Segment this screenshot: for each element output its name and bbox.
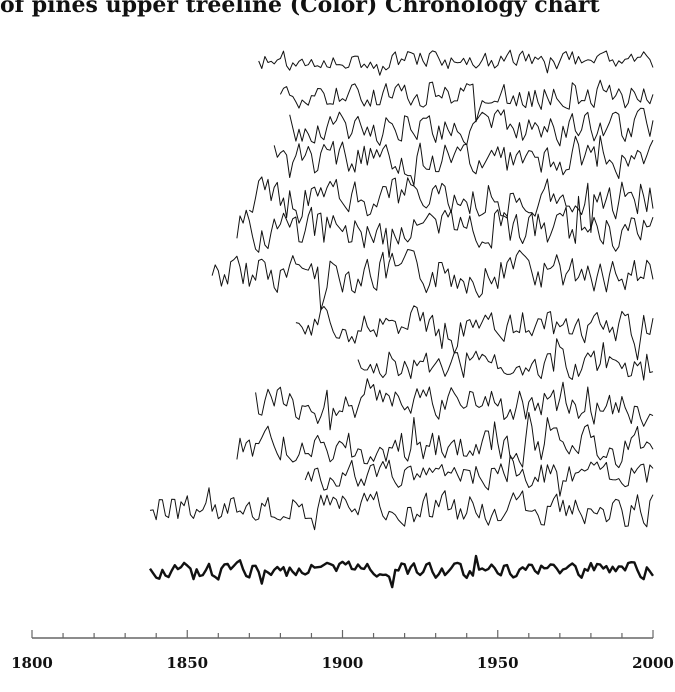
series-line-2 <box>279 79 654 123</box>
series-line-8 <box>295 305 654 361</box>
series-line-6 <box>236 195 654 258</box>
x-tick-label: 1800 <box>11 654 53 672</box>
x-tick-label: 2000 <box>632 654 674 672</box>
series-line-13 <box>149 487 654 531</box>
series-line-1 <box>258 49 654 76</box>
x-tick-label: 1900 <box>322 654 364 672</box>
x-axis-ticks: 1800 1850 1900 1950 2000 <box>11 630 674 672</box>
series-line-4 <box>273 135 654 186</box>
series-line-3 <box>289 107 654 147</box>
series-line-11 <box>236 412 654 469</box>
series-line-12 <box>304 454 654 497</box>
master-chronology-line <box>149 554 654 589</box>
x-tick-label: 1950 <box>477 654 519 672</box>
x-tick-label: 1850 <box>166 654 208 672</box>
series-line-10 <box>255 378 654 431</box>
top-caption: of pines upper treeline (Color) Chronolo… <box>0 0 600 18</box>
series-layer <box>149 49 654 589</box>
series-line-9 <box>357 338 654 381</box>
series-line-7 <box>211 249 654 311</box>
